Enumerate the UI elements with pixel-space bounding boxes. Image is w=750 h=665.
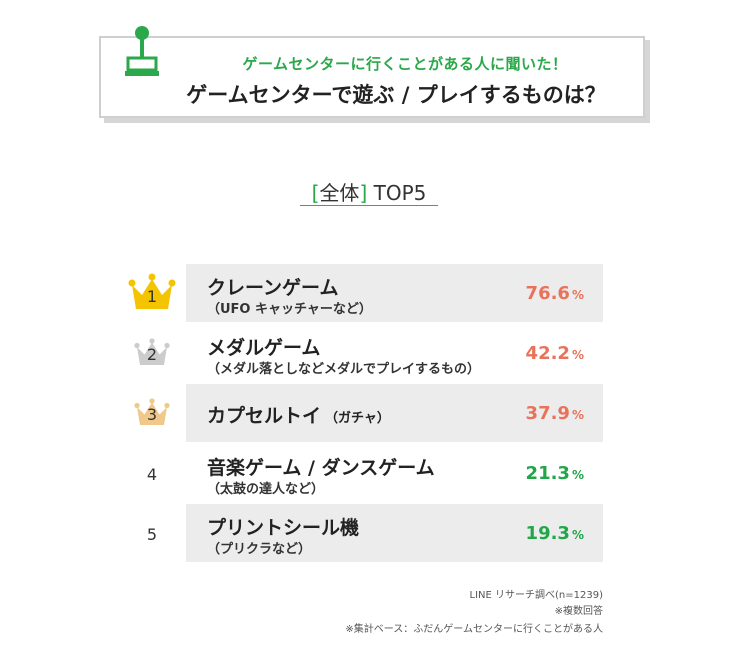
item-label: クレーンゲーム <box>207 277 339 299</box>
value-number: 19.3 <box>525 523 570 544</box>
item-value: 21.3% <box>526 463 584 484</box>
item-value: 37.9% <box>526 403 584 424</box>
item-label: カプセルトイ （ガチャ） <box>207 405 390 427</box>
item-note: （太鼓の達人など） <box>207 482 325 497</box>
header-title: ゲームセンターで遊ぶ / プレイするものは？ <box>186 83 606 107</box>
header-subtitle: ゲームセンターに行くことがある人に聞いた！ <box>242 55 568 73</box>
value-unit: % <box>571 468 584 482</box>
item-label: 音楽ゲーム / ダンスゲーム <box>207 457 435 479</box>
item-label: メダルゲーム <box>207 337 321 359</box>
row-background <box>186 384 603 442</box>
value-number: 76.6 <box>525 283 570 304</box>
section-suffix: TOP5 <box>373 181 427 205</box>
value-unit: % <box>571 528 584 542</box>
value-unit: % <box>571 288 584 302</box>
crown-bronze-icon <box>134 398 170 425</box>
footnote-source: LINE リサーチ調べ(n=1239) <box>469 590 603 601</box>
section-close-bracket: ] <box>359 181 368 205</box>
item-note: （UFO キャッチャーなど） <box>207 302 372 317</box>
item-value: 42.2% <box>526 343 584 364</box>
crown-gold-icon <box>128 273 176 309</box>
item-label: プリントシール機 <box>207 517 360 539</box>
row-background <box>186 504 603 562</box>
value-number: 42.2 <box>525 343 570 364</box>
joystick-icon <box>125 26 159 76</box>
row-background <box>186 264 603 322</box>
section-open-bracket: [ <box>311 181 320 205</box>
value-number: 21.3 <box>525 463 570 484</box>
footnote-multi: ※複数回答 <box>554 606 603 617</box>
rank-number: 3 <box>146 405 158 424</box>
footnote-base: ※集計ベース：ふだんゲームセンターに行くことがある人 <box>345 624 603 635</box>
rank-number: 2 <box>146 345 158 364</box>
value-unit: % <box>571 348 584 362</box>
value-number: 37.9 <box>525 403 570 424</box>
value-unit: % <box>571 408 584 422</box>
item-value: 19.3% <box>526 523 584 544</box>
rank-number: 4 <box>146 465 158 484</box>
section-label: 全体 <box>319 181 360 205</box>
item-value: 76.6% <box>526 283 584 304</box>
header-box <box>99 36 645 118</box>
item-note: （プリクラなど） <box>207 542 312 557</box>
rank-number: 5 <box>146 525 158 544</box>
item-note: （メダル落としなどメダルでプレイするもの） <box>207 362 481 377</box>
crown-silver-icon <box>134 338 170 365</box>
item-note: （ガチャ） <box>325 411 390 426</box>
rank-number: 1 <box>146 287 158 306</box>
section-heading: [全体] TOP5 <box>300 177 438 206</box>
